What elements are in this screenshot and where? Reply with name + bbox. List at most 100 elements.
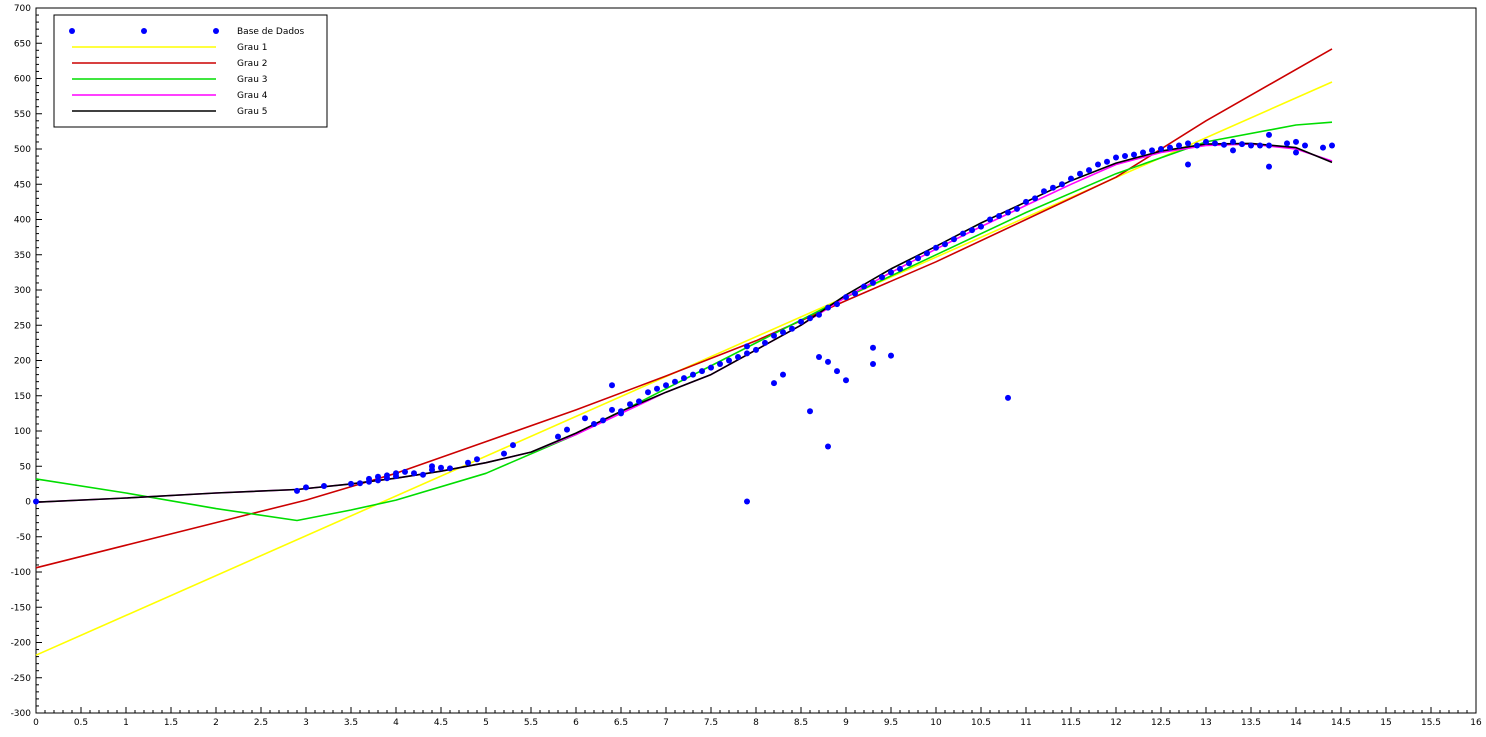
- y-tick-label: -200: [11, 639, 32, 649]
- x-tick-label: 8.5: [794, 718, 808, 728]
- data-point: [1266, 131, 1272, 138]
- data-point: [771, 332, 777, 339]
- data-point: [411, 470, 417, 477]
- data-point: [609, 382, 615, 389]
- y-tick-label: 700: [14, 4, 31, 14]
- legend-marker-base-de-dados: [141, 28, 147, 34]
- data-point: [870, 344, 876, 351]
- data-point: [942, 241, 948, 248]
- data-point: [888, 352, 894, 359]
- y-tick-label: 250: [14, 321, 31, 331]
- data-point: [1104, 158, 1110, 165]
- x-tick-label: 14.5: [1331, 718, 1351, 728]
- y-tick-label: -300: [11, 709, 32, 719]
- data-point: [834, 301, 840, 308]
- y-tick-label: 650: [14, 39, 31, 49]
- data-point: [1185, 140, 1191, 147]
- data-point: [1086, 167, 1092, 174]
- y-tick-label: 50: [20, 462, 32, 472]
- data-point: [654, 385, 660, 392]
- y-tick-label: -50: [16, 533, 31, 543]
- data-point: [924, 250, 930, 257]
- x-tick-label: 15.5: [1421, 718, 1441, 728]
- series-line-grau-3: [35, 121, 1333, 522]
- x-tick-label: 2: [213, 718, 219, 728]
- data-point: [1221, 141, 1227, 148]
- data-point: [996, 213, 1002, 219]
- x-tick-label: 7.5: [704, 718, 718, 728]
- data-point: [825, 304, 831, 311]
- data-point: [816, 354, 822, 360]
- data-point: [933, 244, 939, 251]
- data-point: [1077, 170, 1083, 177]
- data-point: [1158, 146, 1164, 152]
- data-point: [789, 325, 795, 332]
- x-tick-label: 9.5: [884, 718, 898, 728]
- data-point: [780, 329, 786, 336]
- series-line-grau-5: [35, 142, 1333, 503]
- x-tick-label: 1: [123, 718, 129, 728]
- data-point: [1140, 149, 1146, 156]
- data-point: [762, 339, 768, 346]
- x-tick-label: 13.5: [1241, 718, 1261, 728]
- data-point: [591, 421, 597, 427]
- data-point: [357, 480, 363, 487]
- data-point: [672, 378, 678, 385]
- y-tick-label: 450: [14, 180, 31, 190]
- y-tick-label: 200: [14, 357, 31, 367]
- x-tick-label: 5.5: [524, 718, 538, 728]
- legend-label: Grau 1: [237, 43, 267, 53]
- x-tick-label: 12: [1110, 718, 1121, 728]
- y-tick-label: 600: [14, 75, 31, 85]
- data-point: [1284, 140, 1290, 147]
- data-point: [627, 401, 633, 408]
- legend-box: [53, 14, 328, 128]
- legend-marker-base-de-dados: [213, 28, 219, 34]
- data-point: [1185, 161, 1191, 168]
- data-point: [807, 315, 813, 322]
- data-point: [897, 265, 903, 272]
- data-point: [1248, 142, 1254, 149]
- data-point: [555, 433, 561, 440]
- data-point: [1239, 141, 1245, 148]
- data-point: [825, 443, 831, 450]
- data-point: [852, 290, 858, 297]
- data-point: [1113, 154, 1119, 161]
- series-line-grau-2: [35, 48, 1333, 569]
- data-point: [1005, 394, 1011, 401]
- y-tick-label: 550: [14, 110, 31, 120]
- data-point: [1320, 144, 1326, 151]
- x-tick-label: 16: [1470, 718, 1482, 728]
- data-point: [1230, 138, 1236, 145]
- data-point: [978, 223, 984, 230]
- data-point: [1041, 188, 1047, 195]
- y-tick-label: 500: [14, 145, 31, 155]
- x-tick-label: 3.5: [344, 718, 358, 728]
- data-point: [618, 408, 624, 415]
- data-point: [1266, 163, 1272, 170]
- legend-label: Grau 4: [237, 91, 268, 101]
- x-tick-label: 6: [573, 718, 579, 728]
- x-tick-label: 9: [843, 718, 849, 728]
- data-point: [960, 230, 966, 237]
- data-point: [474, 456, 480, 463]
- x-tick-label: 11: [1020, 718, 1031, 728]
- data-point: [969, 227, 975, 234]
- data-point: [744, 498, 750, 505]
- x-tick-label: 3: [303, 718, 309, 728]
- legend-marker-base-de-dados: [69, 28, 75, 34]
- data-point: [348, 480, 354, 487]
- data-point: [1095, 161, 1101, 168]
- data-point: [1050, 184, 1056, 191]
- data-point: [1230, 147, 1236, 154]
- data-point: [771, 380, 777, 387]
- x-tick-label: 12.5: [1151, 718, 1171, 728]
- data-point: [1131, 151, 1137, 158]
- data-point: [906, 260, 912, 267]
- data-point: [1176, 142, 1182, 149]
- x-tick-label: 7: [663, 718, 669, 728]
- data-point: [798, 318, 804, 325]
- data-point: [1122, 153, 1128, 159]
- data-point: [438, 464, 444, 471]
